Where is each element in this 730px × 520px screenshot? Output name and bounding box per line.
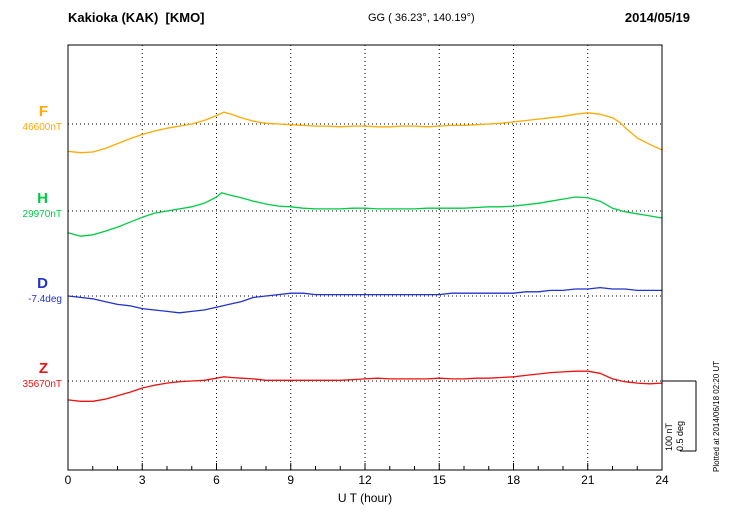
x-tick-label-18: 18 bbox=[506, 473, 521, 487]
scale-nT-label: 100 nT bbox=[664, 422, 674, 451]
series-name-Z: Z bbox=[38, 360, 48, 377]
trace-D bbox=[67, 286, 663, 314]
x-tick-label-21: 21 bbox=[581, 473, 595, 487]
observation-date: 2014/05/19 bbox=[624, 10, 690, 25]
x-tick-label-15: 15 bbox=[432, 473, 446, 487]
series-name-F: F bbox=[38, 103, 48, 120]
x-tick-label-0: 0 bbox=[64, 473, 72, 487]
gridlines bbox=[141, 45, 589, 470]
traces bbox=[67, 111, 663, 402]
plotted-at-note: Plotted at 2014/06/18 02:20 UT bbox=[712, 360, 721, 472]
series-label-Z: Z 35670nT bbox=[0, 361, 62, 390]
scale-deg-label: 0.5 deg bbox=[675, 420, 685, 451]
x-tick-label-9: 9 bbox=[287, 473, 295, 487]
scale-bar-labels: 100 nT 0.5 deg bbox=[664, 421, 686, 451]
x-tick-label-6: 6 bbox=[213, 473, 220, 487]
series-baseline-value-H: 29970nT bbox=[22, 209, 62, 220]
scale-bar bbox=[662, 380, 697, 452]
x-axis-title: U T (hour) bbox=[337, 491, 393, 505]
baselines bbox=[68, 123, 662, 382]
series-baseline-value-Z: 35670nT bbox=[22, 379, 62, 390]
station-title: Kakioka (KAK) [KMO] bbox=[68, 10, 205, 25]
geographic-coordinates: GG ( 36.23°, 140.19°) bbox=[368, 12, 475, 24]
x-tick-label-24: 24 bbox=[655, 473, 669, 487]
trace-Z bbox=[67, 370, 663, 402]
series-baseline-value-D: -7.4deg bbox=[28, 294, 62, 305]
series-name-D: D bbox=[37, 275, 48, 292]
trace-F bbox=[67, 111, 663, 154]
x-tick-label-12: 12 bbox=[358, 473, 372, 487]
x-tick-label-3: 3 bbox=[138, 473, 146, 487]
trace-H bbox=[67, 192, 663, 237]
series-label-H: H 29970nT bbox=[0, 191, 62, 220]
series-label-D: D -7.4deg bbox=[0, 276, 62, 305]
series-name-H: H bbox=[37, 190, 48, 207]
axis-tick-marks bbox=[67, 463, 663, 470]
plot-frame bbox=[67, 44, 663, 471]
series-label-F: F 46600nT bbox=[0, 104, 62, 133]
series-baseline-value-F: 46600nT bbox=[22, 122, 62, 133]
